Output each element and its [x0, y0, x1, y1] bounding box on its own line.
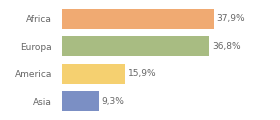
Text: 37,9%: 37,9%: [216, 14, 245, 23]
Text: 36,8%: 36,8%: [212, 42, 241, 51]
Bar: [62, 9, 214, 29]
Text: 15,9%: 15,9%: [128, 69, 157, 78]
Bar: [62, 64, 125, 84]
Bar: [62, 36, 209, 56]
Bar: [62, 91, 99, 111]
Text: 9,3%: 9,3%: [101, 97, 124, 106]
